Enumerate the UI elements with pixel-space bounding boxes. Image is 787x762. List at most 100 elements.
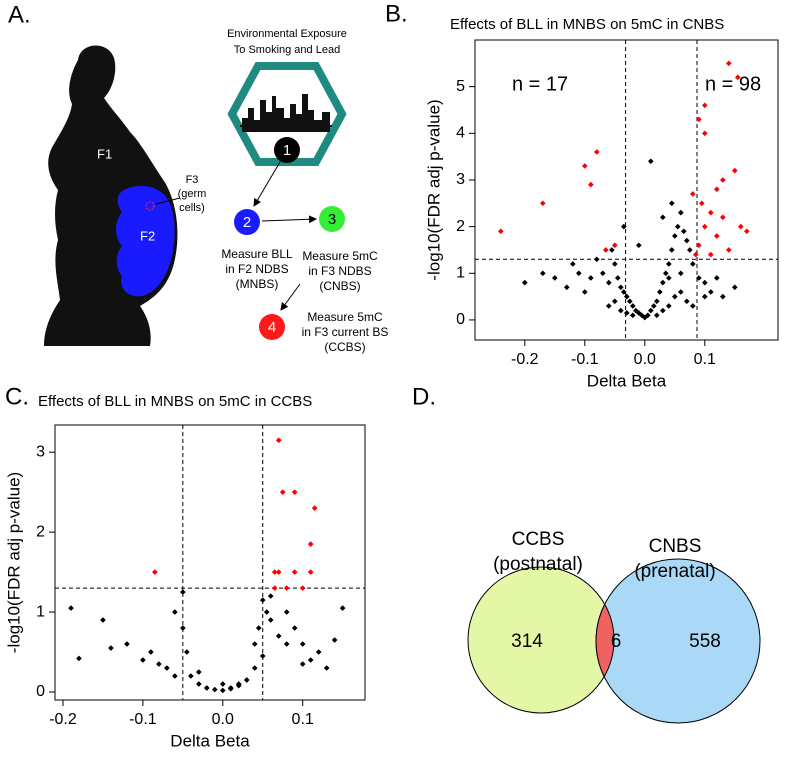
point: [668, 247, 675, 253]
step-text: (CNBS): [319, 279, 360, 293]
point: [665, 303, 672, 309]
point: [227, 685, 234, 691]
point: [707, 251, 714, 258]
point: [551, 275, 558, 281]
point: [701, 279, 708, 286]
point: [692, 251, 699, 258]
point: [275, 437, 282, 444]
point: [315, 649, 322, 655]
point: [686, 247, 693, 253]
region-count: 314: [511, 631, 543, 652]
point: [626, 298, 633, 305]
y-axis-label: -log10(FDR adj p-value): [424, 99, 443, 280]
f3-label: cells): [179, 202, 205, 214]
point: [180, 625, 186, 631]
step-text: Measure 5mC: [307, 310, 383, 324]
y-axis-label: -log10(FDR adj p-value): [4, 472, 23, 653]
arrow: [253, 161, 281, 207]
x-axis-label: Delta Beta: [587, 371, 667, 390]
point: [713, 186, 720, 193]
point: [68, 605, 74, 611]
x-tick-label: -0.1: [129, 711, 157, 728]
point: [291, 625, 298, 631]
point: [323, 665, 330, 671]
point: [671, 293, 678, 300]
step-circle: [234, 209, 260, 235]
point: [263, 609, 270, 615]
point: [187, 673, 194, 679]
step-number: 2: [243, 214, 251, 231]
point: [593, 256, 600, 263]
point: [656, 289, 663, 295]
point: [674, 223, 681, 230]
point: [569, 261, 576, 267]
point: [283, 609, 290, 615]
step-circle: [274, 137, 300, 163]
arrow: [261, 215, 317, 224]
point: [701, 293, 708, 300]
point: [581, 163, 588, 169]
point: [602, 247, 609, 253]
point: [689, 261, 696, 267]
point: [563, 284, 570, 291]
region-count: 6: [611, 631, 622, 652]
point: [713, 233, 720, 239]
exposure-title: To Smoking and Lead: [234, 44, 340, 56]
y-tick-label: 0: [36, 683, 45, 700]
step-text: Measure BLL: [221, 247, 293, 261]
point: [662, 270, 669, 277]
point: [653, 312, 660, 319]
point: [668, 200, 675, 207]
point: [152, 569, 158, 575]
point: [659, 214, 666, 221]
point: [307, 541, 314, 547]
x-tick-label: -0.2: [511, 351, 539, 368]
point: [267, 593, 274, 599]
point: [647, 158, 654, 165]
point: [251, 665, 258, 671]
panel-label: A.: [8, 1, 31, 28]
point: [617, 284, 624, 291]
point: [339, 605, 346, 611]
point: [587, 275, 594, 281]
point: [698, 200, 705, 207]
fetus: [116, 185, 175, 297]
point: [608, 247, 615, 253]
point: [677, 289, 684, 295]
point: [629, 312, 636, 319]
point: [683, 237, 690, 244]
y-tick-label: 0: [456, 311, 465, 328]
point: [148, 649, 154, 655]
point: [243, 677, 250, 683]
step-text: (CCBS): [324, 340, 365, 354]
y-tick-label: 5: [456, 78, 465, 95]
hexagon: [227, 62, 347, 166]
point: [623, 293, 630, 300]
point: [725, 60, 732, 67]
point: [611, 242, 618, 249]
x-axis-label: Delta Beta: [170, 731, 250, 750]
point: [719, 293, 726, 300]
point: [267, 617, 274, 623]
point: [331, 637, 338, 643]
point: [701, 102, 708, 109]
panel-label: C.: [5, 383, 29, 410]
point: [299, 661, 306, 667]
x-tick-label: -0.2: [49, 711, 77, 728]
f1-label: F1: [97, 146, 112, 161]
point: [611, 261, 618, 267]
point: [539, 270, 546, 277]
y-tick-label: 2: [36, 523, 45, 540]
point: [647, 307, 654, 314]
point: [521, 279, 528, 286]
point: [719, 214, 726, 221]
x-tick-label: 0.0: [634, 351, 656, 368]
y-tick-label: 4: [456, 125, 465, 142]
point: [665, 261, 672, 267]
annotation: n = 98: [705, 73, 761, 95]
pointer: [155, 197, 181, 205]
point: [725, 247, 732, 253]
f3-label: F3: [186, 174, 199, 186]
point: [605, 303, 612, 309]
